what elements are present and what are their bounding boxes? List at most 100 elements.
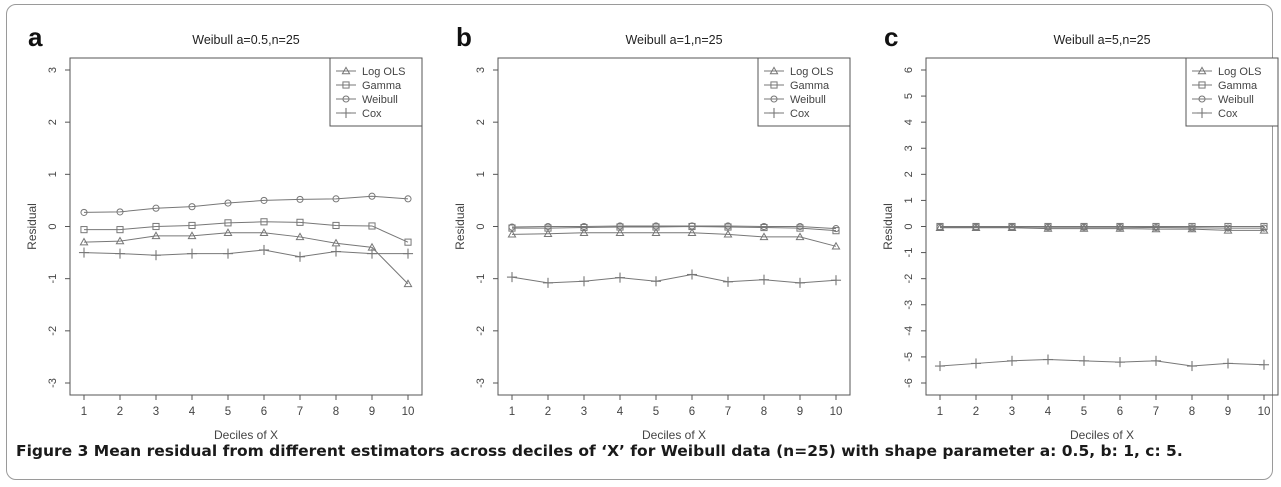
data-point-circle <box>832 225 840 233</box>
chart-panel-b: b Weibull a=1,n=25 1 2 3 4 5 6 7 8 9 10 -3 -2 -1 0 1 2 3 D… <box>450 20 870 445</box>
figure-frame <box>6 4 1273 480</box>
chart-panel-c: c Weibull a=5,n=25 1 2 3 4 5 6 7 8 9 10 -6 -5 -4 -3 -2-… <box>878 20 1281 445</box>
series-line-circle <box>511 225 837 230</box>
data-point-plus <box>150 250 162 261</box>
data-point-circle <box>116 208 124 216</box>
data-point-circle <box>368 192 376 200</box>
data-point-triangle <box>1043 223 1053 232</box>
y-tick-label: 1 <box>475 171 487 177</box>
y-tick-label: -2 <box>47 326 59 336</box>
data-point-plus <box>1186 361 1198 372</box>
y-tick-label: -6 <box>903 378 915 388</box>
legend-entry: Weibull <box>1218 94 1254 106</box>
legend-entry: Weibull <box>362 94 398 106</box>
x-tick-label: 2 <box>973 406 979 418</box>
x-tick-label: 5 <box>1081 406 1087 418</box>
chart-svg: Weibull a=5,n=25 1 2 3 4 5 6 7 8 9 10 -6 -5 -4 -3 -2 -1 0… <box>881 33 1279 442</box>
chart-svg: Weibull a=0.5,n=25 1 2 3 4 5 6 7 8 9 10 -3 -2 -1 0 1 2 3 D… <box>25 33 423 442</box>
legend-marker-circle <box>1198 95 1206 103</box>
data-point-circle <box>972 223 980 231</box>
legend-marker-plus <box>768 107 780 119</box>
y-axis-label: Residual <box>25 203 39 250</box>
panel-letter: b <box>456 22 472 52</box>
panel-letter: c <box>884 22 899 52</box>
data-point-square <box>152 222 160 231</box>
y-tick-label: 0 <box>47 223 59 229</box>
legend-marker-triangle <box>341 66 351 75</box>
x-axis-label: Deciles of X <box>1070 428 1134 442</box>
series-line-plus <box>83 249 408 258</box>
data-point-plus <box>722 276 734 287</box>
x-tick-label: 4 <box>189 406 196 418</box>
data-point-triangle <box>579 228 589 236</box>
x-tick-label: 8 <box>1189 406 1195 418</box>
y-tick-label: 2 <box>475 119 487 125</box>
legend-entry: Log OLS <box>1218 66 1261 78</box>
x-axis-label: Deciles of X <box>642 428 706 442</box>
data-point-triangle <box>507 229 517 238</box>
data-point-triangle <box>615 228 625 236</box>
data-point-circle <box>616 222 624 230</box>
data-point-circle <box>688 222 696 230</box>
data-point-plus <box>614 272 626 283</box>
x-tick-label: 7 <box>725 406 731 418</box>
data-point-circle <box>1008 223 1016 231</box>
y-tick-label: 5 <box>903 93 915 99</box>
data-point-circle <box>1152 223 1160 232</box>
data-point-triangle <box>403 279 413 288</box>
legend-entry: Cox <box>790 108 810 120</box>
y-tick-label: -5 <box>903 352 915 362</box>
y-tick-label: 2 <box>903 171 915 177</box>
data-point-triangle <box>331 238 341 247</box>
data-point-triangle <box>295 232 305 241</box>
data-point-square <box>188 221 196 230</box>
data-point-plus <box>402 248 414 259</box>
legend-marker-triangle <box>1197 66 1207 75</box>
x-tick-label: 3 <box>153 406 159 418</box>
data-point-circle <box>80 208 88 216</box>
data-point-plus <box>506 272 518 283</box>
legend-marker-triangle <box>769 66 779 75</box>
x-tick-label: 9 <box>369 406 375 418</box>
x-tick-label: 10 <box>830 406 843 418</box>
legend-entry: Gamma <box>362 80 402 92</box>
data-point-square <box>80 226 88 234</box>
series-line-plus <box>511 273 837 284</box>
data-point-circle <box>152 204 160 212</box>
data-point-triangle <box>151 231 161 240</box>
data-point-triangle <box>831 241 841 250</box>
series-line-triangle <box>511 232 837 247</box>
x-tick-label: 3 <box>581 406 587 418</box>
x-tick-label: 5 <box>225 406 231 418</box>
x-tick-label: 6 <box>261 406 267 418</box>
data-point-circle <box>188 203 196 211</box>
x-tick-label: 7 <box>297 406 303 418</box>
data-point-circle <box>404 195 412 203</box>
x-tick-label: 10 <box>1258 406 1271 418</box>
data-point-circle <box>652 222 660 230</box>
x-tick-label: 8 <box>333 406 339 418</box>
y-axis-label: Residual <box>453 203 467 250</box>
legend-marker-plus <box>1196 107 1208 119</box>
data-point-square <box>332 221 340 230</box>
data-point-circle <box>1224 224 1232 232</box>
legend-entry: Log OLS <box>362 66 405 78</box>
data-point-plus <box>1078 355 1090 366</box>
series-line-plus <box>939 359 1265 367</box>
data-point-plus <box>114 248 126 259</box>
legend-entry: Cox <box>362 108 382 120</box>
chart-svg: Weibull a=1,n=25 1 2 3 4 5 6 7 8 9 10 -3 -2 -1 0 1 2 3 Dec… <box>453 33 851 442</box>
panel-letter: a <box>28 22 43 52</box>
data-point-plus <box>1114 357 1126 368</box>
data-point-triangle <box>795 232 805 241</box>
data-point-circle <box>760 222 768 231</box>
series-line-triangle <box>83 232 409 285</box>
legend-marker-plus <box>340 107 352 119</box>
figure-caption: Figure 3 Mean residual from different es… <box>16 442 1266 460</box>
data-point-square <box>260 218 268 226</box>
data-point-triangle <box>1115 223 1125 232</box>
x-axis-label: Deciles of X <box>214 428 278 442</box>
data-point-plus <box>186 248 198 259</box>
x-tick-label: 1 <box>81 406 87 418</box>
data-point-plus <box>258 244 270 256</box>
